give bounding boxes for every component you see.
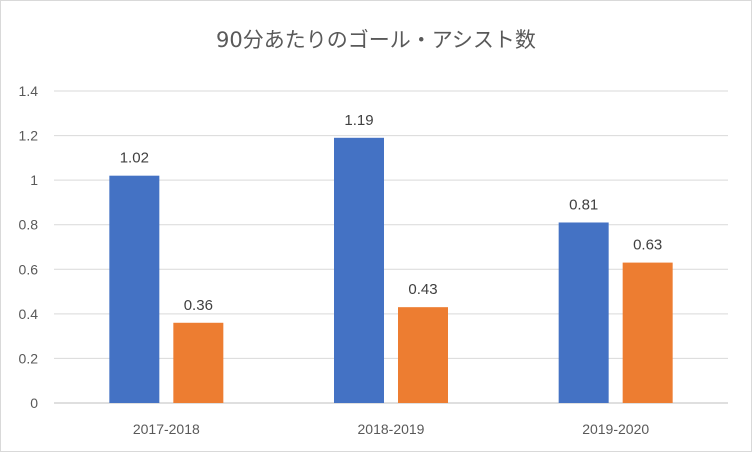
bar [334, 137, 384, 404]
y-tick-label: 0 [30, 395, 38, 411]
x-tick-label: 2017-2018 [133, 421, 200, 437]
data-label: 1.02 [120, 150, 149, 167]
y-axis-ticks: 0 0.2 0.4 0.6 0.8 1 1.2 1.4 [19, 83, 39, 411]
bar [173, 322, 224, 403]
y-tick-label: 0.6 [19, 261, 39, 277]
gridlines [54, 90, 728, 404]
chart-title: 90分あたりのゴール・アシスト数 [216, 28, 536, 52]
data-label: 0.36 [184, 297, 213, 314]
y-tick-label: 0.4 [19, 306, 39, 322]
data-label: 1.19 [344, 112, 373, 129]
data-label: 0.43 [408, 281, 437, 298]
y-tick-label: 0.8 [19, 217, 39, 233]
bar [622, 262, 673, 403]
x-tick-label: 2018-2019 [358, 421, 425, 437]
x-tick-label: 2019-2020 [582, 421, 649, 437]
y-tick-label: 1 [30, 172, 38, 188]
bar [398, 307, 448, 403]
bar [558, 222, 609, 403]
data-labels: 1.02 0.36 1.19 0.43 0.81 0.63 [120, 112, 663, 314]
bar [109, 175, 160, 403]
data-label: 0.81 [569, 196, 598, 213]
x-axis-labels: 2017-2018 2018-2019 2019-2020 [133, 421, 649, 437]
y-tick-label: 0.2 [19, 350, 39, 366]
y-tick-label: 1.2 [19, 128, 39, 144]
data-label: 0.63 [633, 237, 662, 254]
y-tick-label: 1.4 [19, 83, 39, 99]
bars [109, 137, 673, 404]
